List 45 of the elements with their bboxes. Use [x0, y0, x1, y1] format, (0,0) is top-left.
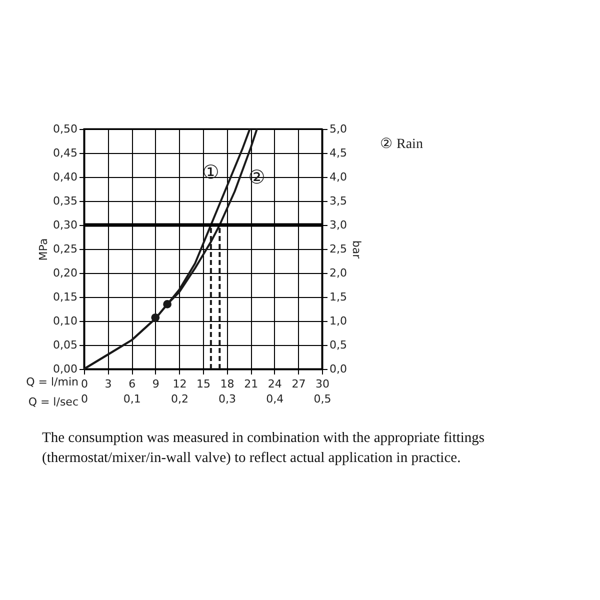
x-tick-label: 27	[292, 378, 306, 390]
x2-tick-label: 0,2	[170, 392, 188, 406]
y2-tick-label: 0,0	[330, 362, 347, 376]
y2-tick-label: 4,5	[330, 146, 347, 160]
x-tick-label: 0	[81, 378, 88, 390]
x2-tick-label: 0,1	[123, 392, 141, 406]
x-tick-label: 12	[172, 378, 187, 390]
x-tick-label: 18	[220, 378, 234, 390]
y-tick-label: 0,35	[53, 194, 78, 208]
x2-tick-label: 0,3	[218, 392, 236, 406]
y2-tick-label: 1,0	[330, 314, 347, 328]
x-tick-label: 30	[316, 378, 330, 390]
x-tick-label: 3	[104, 378, 112, 390]
y-tick-label: 0,00	[53, 362, 78, 376]
x-tick-label: 24	[268, 378, 282, 390]
x-tick-label: 6	[128, 378, 136, 390]
y2-axis-title: bar	[350, 240, 363, 260]
y-axis-title: MPa	[37, 238, 50, 261]
y2-tick-label: 4,0	[330, 170, 347, 184]
y2-tick-label: 3,0	[330, 218, 347, 232]
x2-tick-label: 0,5	[314, 392, 332, 406]
y-tick-label: 0,40	[53, 170, 78, 184]
x-tick-label: 15	[196, 378, 210, 390]
x2-axis-title: Q = l/sec	[28, 396, 78, 408]
y2-tick-label: 2,0	[330, 266, 347, 280]
text: The consumption was measured in combination with the appropriate fittings (thermostat/mixer/in-wall valve) to reflect actual application in practice.	[42, 429, 486, 468]
y-tick-label: 0,10	[53, 314, 78, 328]
x2-tick-label: 0	[81, 392, 88, 406]
y2-tick-label: 0,5	[330, 338, 347, 352]
y2-tick-label: 1,5	[330, 290, 347, 304]
y-tick-label: 0,45	[53, 146, 78, 160]
x-axis-title: Q = l/min	[26, 376, 79, 388]
y-tick-label: 0,15	[53, 290, 78, 304]
y-tick-label: 0,05	[53, 338, 78, 352]
y-tick-label: 0,25	[53, 242, 78, 256]
y2-tick-label: 2,5	[330, 242, 347, 256]
x-tick-label: 9	[152, 378, 160, 390]
text: ② Rain	[380, 136, 423, 153]
y-tick-label: 0,50	[53, 122, 78, 136]
y2-tick-label: 5,0	[330, 122, 347, 136]
x2-tick-label: 0,4	[266, 392, 284, 406]
y-tick-label: 0,20	[53, 266, 78, 280]
y-tick-label: 0,30	[53, 218, 78, 232]
y2-tick-label: 3,5	[330, 194, 347, 208]
x-tick-label: 21	[244, 378, 258, 390]
